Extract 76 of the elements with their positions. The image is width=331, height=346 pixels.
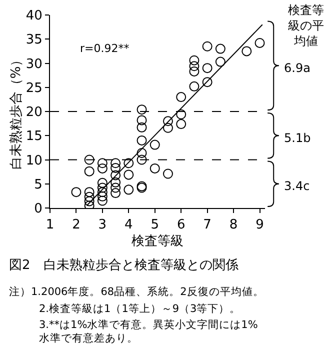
point xyxy=(176,109,186,120)
y-tick-label: 40 xyxy=(26,8,42,24)
x-tick-label: 4 xyxy=(124,218,133,233)
text: 6.9a xyxy=(284,61,310,75)
x-tick-label: 1 xyxy=(46,218,54,233)
x-tick-label: 7 xyxy=(203,218,212,233)
x-tick-label: 5 xyxy=(150,218,160,233)
point xyxy=(215,56,226,67)
y-tick-label: 25 xyxy=(26,80,42,96)
point xyxy=(150,140,160,150)
point xyxy=(136,148,147,158)
x-tick-label: 2 xyxy=(72,218,80,233)
point xyxy=(176,119,186,130)
point xyxy=(176,92,186,102)
y-tick-label: 0 xyxy=(34,202,42,217)
annotation: r=0.92** xyxy=(80,42,130,55)
point xyxy=(189,61,200,72)
point xyxy=(254,38,265,48)
point xyxy=(97,187,108,198)
point xyxy=(136,115,147,126)
point xyxy=(124,170,134,180)
point xyxy=(110,170,121,180)
point xyxy=(136,122,147,132)
point xyxy=(162,116,173,126)
point xyxy=(97,163,108,174)
text: 注）1.2006年度。68品種、系統。2反復の平均値。 xyxy=(9,285,264,298)
point xyxy=(124,158,134,168)
point xyxy=(242,46,252,56)
text: 3.4c xyxy=(284,179,310,193)
text: 3.**は1%水準で有意。異英小文字間には1% 水準で有意差あり。 xyxy=(39,318,258,345)
point xyxy=(97,182,108,193)
point xyxy=(97,191,108,202)
text: 5.1b xyxy=(284,131,311,145)
point xyxy=(110,182,121,193)
point xyxy=(162,168,173,179)
point xyxy=(215,44,226,54)
point xyxy=(189,66,200,76)
point xyxy=(110,162,121,173)
point xyxy=(84,166,94,176)
x-tick-label: 3 xyxy=(98,218,107,233)
x-tick-label: 9 xyxy=(256,218,264,233)
x-tick-label: 8 xyxy=(229,218,238,233)
point xyxy=(202,77,212,88)
point xyxy=(189,81,200,92)
legend-title: 検査等級の平均値 xyxy=(288,3,324,48)
point xyxy=(84,187,94,198)
y-tick-label: 10 xyxy=(26,153,42,168)
x-axis-title: 検査等級 xyxy=(132,234,184,250)
text: 図2 白未熟粒歩合と検査等級との関係 xyxy=(9,258,238,273)
y-tick-label: 5 xyxy=(34,177,42,192)
point xyxy=(97,196,108,206)
y-tick-label: 35 xyxy=(26,32,42,48)
point xyxy=(136,154,147,165)
x-tick-label: 6 xyxy=(176,218,186,233)
point xyxy=(189,55,200,66)
point xyxy=(136,135,147,146)
point xyxy=(202,41,212,52)
point xyxy=(124,184,134,195)
point xyxy=(97,158,108,168)
point xyxy=(84,154,94,165)
point xyxy=(84,192,94,202)
point xyxy=(162,122,173,133)
y-axis-title: 白未熟粒歩合（%） xyxy=(8,53,24,170)
point xyxy=(84,196,94,206)
y-tick-label: 20 xyxy=(26,105,42,120)
point xyxy=(110,177,121,188)
text: 2.検査等級は1（1等上）～9（3等下）。 xyxy=(39,302,241,315)
point xyxy=(136,104,147,115)
point xyxy=(202,63,212,74)
y-tick-label: 30 xyxy=(26,56,42,72)
point xyxy=(97,178,108,188)
y-tick-label: 15 xyxy=(26,129,42,144)
point xyxy=(150,163,160,174)
point xyxy=(110,158,121,168)
point xyxy=(110,188,121,198)
point xyxy=(71,187,82,198)
